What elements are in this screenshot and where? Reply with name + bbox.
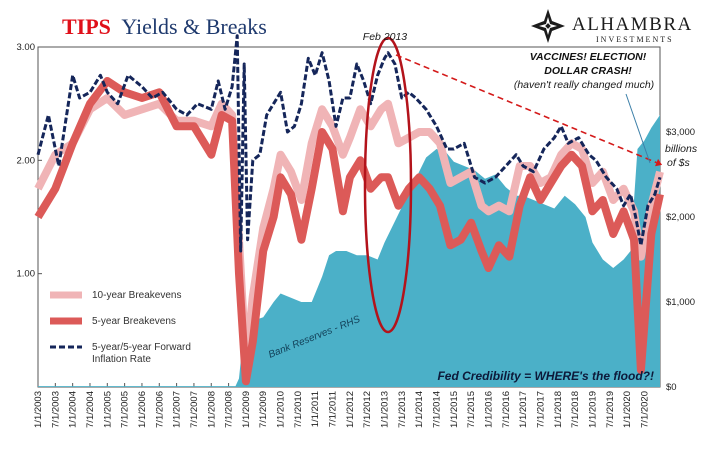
x-tick-label: 7/1/2006 [154, 391, 165, 428]
x-axis: 1/1/2003 7/1/2003 1/1/2004 7/1/2004 1/1/2005… [33, 383, 650, 428]
x-tick-label: 7/1/2016 [501, 391, 512, 428]
series-5y-breakevens [34, 77, 664, 386]
logo: ALHAMBRA INVESTMENTS [531, 9, 693, 44]
x-tick-label: 7/1/2017 [535, 391, 546, 428]
right-tick-label: $0 [666, 382, 677, 393]
x-tick-label: 1/1/2009 [241, 391, 252, 428]
right-tick-label: $3,000 [666, 127, 695, 138]
trend-arrow-head [655, 158, 663, 167]
x-tick-label: 1/1/2007 [172, 391, 183, 428]
x-tick-label: 7/1/2019 [605, 391, 616, 428]
x-tick-label: 1/1/2012 [345, 391, 356, 428]
x-tick-label: 1/1/2013 [380, 391, 391, 428]
left-tick-label: 1.00 [17, 269, 36, 280]
fed-credibility-label: Fed Credibility = WHERE's the flood?! [437, 369, 654, 383]
title-rest: Yields & Breaks [121, 14, 266, 39]
vaccines-line1: VACCINES! ELECTION! [530, 51, 647, 63]
right-tick-label: $2,000 [666, 212, 695, 223]
x-tick-label: 1/1/2014 [414, 391, 425, 428]
legend-label-5y5y: 5-year/5-year Forward [92, 342, 191, 353]
vaccines-pointer [625, 93, 651, 164]
x-tick-label: 7/1/2007 [189, 391, 200, 428]
legend-label-5y: 5-year Breakevens [92, 316, 176, 327]
x-tick-label: 1/1/2017 [518, 391, 529, 428]
x-tick-label: 7/1/2005 [120, 391, 131, 428]
left-tick-label: 2.00 [17, 155, 36, 166]
left-tick-label: 3.00 [17, 42, 36, 53]
legend-label-10y: 10-year Breakevens [92, 290, 182, 301]
legend-label-5y5y-2: Inflation Rate [92, 354, 151, 365]
legend: 10-year Breakevens 5-year Breakevens 5-y… [50, 290, 191, 365]
x-tick-label: 7/1/2008 [224, 391, 235, 428]
logo-sub: INVESTMENTS [596, 35, 674, 44]
trend-arrow [395, 54, 657, 164]
series-layer [34, 34, 664, 387]
x-tick-label: 7/1/2013 [397, 391, 408, 428]
x-tick-label: 1/1/2008 [206, 391, 217, 428]
x-tick-label: 7/1/2015 [466, 391, 477, 428]
vaccines-line3: (haven't really changed much) [514, 79, 654, 91]
billions-label: billions [665, 143, 698, 155]
series-10y-breakevens [34, 94, 664, 369]
x-tick-label: 1/1/2006 [137, 391, 148, 428]
x-tick-label: 7/1/2020 [639, 391, 650, 428]
x-tick-label: 1/1/2015 [449, 391, 460, 428]
feb-2013-ellipse [363, 36, 413, 334]
x-tick-label: 1/1/2010 [276, 391, 287, 428]
title-highlight: TIPS [62, 14, 111, 39]
of-dollars-label: of $s [667, 157, 691, 169]
x-tick-label: 7/1/2004 [85, 391, 96, 428]
x-tick-label: 1/1/2019 [587, 391, 598, 428]
x-tick-label: 7/1/2003 [50, 391, 61, 428]
x-tick-label: 7/1/2010 [293, 391, 304, 428]
series-bank-reserves [38, 115, 660, 387]
series-5y5y-forward [36, 34, 662, 253]
feb-2013-label: Feb 2013 [363, 31, 408, 43]
chart-title: TIPS Yields & Breaks [62, 14, 267, 39]
x-tick-label: 1/1/2011 [310, 391, 321, 427]
x-tick-label: 7/1/2018 [570, 391, 581, 428]
x-tick-label: 7/1/2012 [362, 391, 373, 428]
vaccines-line2: DOLLAR CRASH! [544, 65, 632, 77]
x-tick-label: 1/1/2016 [483, 391, 494, 428]
x-tick-label: 1/1/2020 [622, 391, 633, 428]
logo-star-icon [531, 9, 565, 43]
left-axis: 1.00 2.00 3.00 [17, 42, 42, 280]
x-tick-label: 7/1/2014 [431, 391, 442, 428]
x-tick-label: 1/1/2005 [102, 391, 113, 428]
x-tick-label: 1/1/2004 [68, 391, 79, 428]
x-tick-label: 7/1/2011 [328, 391, 339, 427]
logo-name: ALHAMBRA [572, 14, 693, 35]
x-tick-label: 1/1/2003 [33, 391, 44, 428]
x-tick-label: 7/1/2009 [258, 391, 269, 428]
x-tick-label: 1/1/2018 [553, 391, 564, 428]
right-tick-label: $1,000 [666, 297, 695, 308]
